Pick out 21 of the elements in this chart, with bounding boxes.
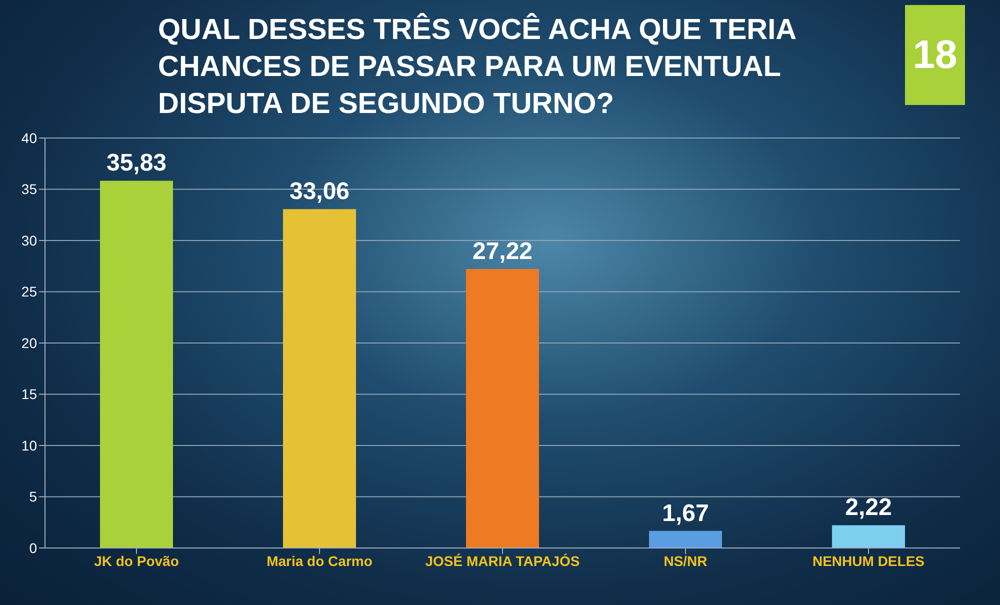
y-tick-label: 20 — [21, 334, 38, 351]
x-tick-label: JOSÉ MARIA TAPAJÓS — [425, 552, 580, 569]
x-tick-label: NS/NR — [664, 552, 708, 569]
y-tick-label: 40 — [21, 130, 38, 146]
chart-title: QUAL DESSES TRÊS VOCÊ ACHA QUE TERIA CHANCES DE PASSAR PARA UM EVENTUAL DISPUTA DE SEGUNDO TURNO? — [158, 12, 797, 122]
y-tick-label: 15 — [21, 386, 38, 402]
x-tick-label: NENHUM DELES — [812, 552, 925, 569]
y-tick-label: 0 — [29, 540, 38, 556]
data-label: 33,06 — [289, 178, 350, 206]
data-label: 35,83 — [106, 150, 167, 177]
y-tick-label: 25 — [21, 284, 38, 300]
text: 18 — [905, 5, 965, 105]
y-tick-label: 35 — [21, 181, 38, 198]
x-tick-label: JK do Povão — [94, 552, 179, 569]
y-tick-label: 10 — [21, 437, 38, 454]
data-label: 1,67 — [662, 500, 709, 527]
y-tick-label: 30 — [21, 232, 38, 248]
data-label: 2,22 — [845, 494, 892, 522]
x-tick-label: Maria do Carmo — [266, 552, 372, 569]
data-label: 27,22 — [472, 238, 533, 265]
y-tick-label: 5 — [29, 488, 38, 505]
